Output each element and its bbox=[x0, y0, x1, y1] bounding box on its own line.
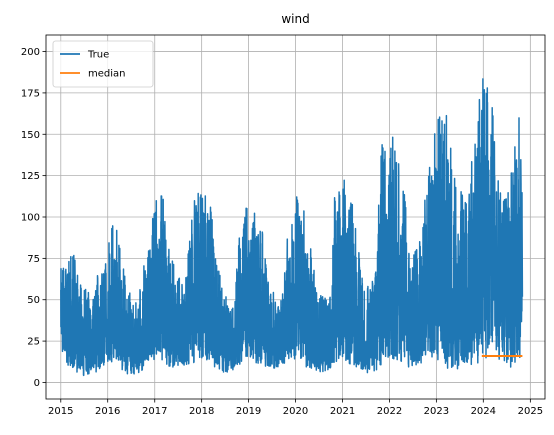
x-tick-label: 2019 bbox=[236, 406, 261, 417]
y-tick-label: 75 bbox=[27, 254, 40, 265]
x-tick-label: 2021 bbox=[330, 406, 355, 417]
y-tick-label: 25 bbox=[27, 337, 40, 348]
legend-box bbox=[52, 40, 154, 88]
x-tick-label: 2022 bbox=[377, 406, 402, 417]
legend: True median bbox=[52, 40, 154, 88]
y-tick-label: 200 bbox=[21, 47, 40, 58]
x-tick-label: 2018 bbox=[189, 406, 214, 417]
axes: 2015 2016 2017 2018 2019 2020 2021 2022 2023 2024… bbox=[21, 34, 546, 417]
legend-label: median bbox=[88, 69, 126, 80]
legend-label: True bbox=[87, 50, 109, 61]
x-tick-label: 2024 bbox=[471, 406, 496, 417]
x-tick-label: 2017 bbox=[142, 406, 167, 417]
y-tick-label: 100 bbox=[21, 213, 40, 224]
true-series-line bbox=[60, 78, 524, 377]
x-tick-label: 2025 bbox=[518, 406, 543, 417]
plot-area bbox=[60, 78, 524, 377]
x-tick-label: 2023 bbox=[424, 406, 449, 417]
chart-title: wind bbox=[281, 12, 309, 26]
y-tick-label: 175 bbox=[21, 88, 40, 99]
y-tick-label: 0 bbox=[34, 378, 40, 389]
x-tick-label: 2015 bbox=[48, 406, 73, 417]
y-tick-label: 50 bbox=[27, 295, 40, 306]
axes-frame bbox=[45, 34, 546, 400]
x-tick-label: 2016 bbox=[95, 406, 120, 417]
y-tick-label: 150 bbox=[21, 130, 40, 141]
x-tick-label: 2020 bbox=[283, 406, 308, 417]
y-tick-label: 125 bbox=[21, 171, 40, 182]
